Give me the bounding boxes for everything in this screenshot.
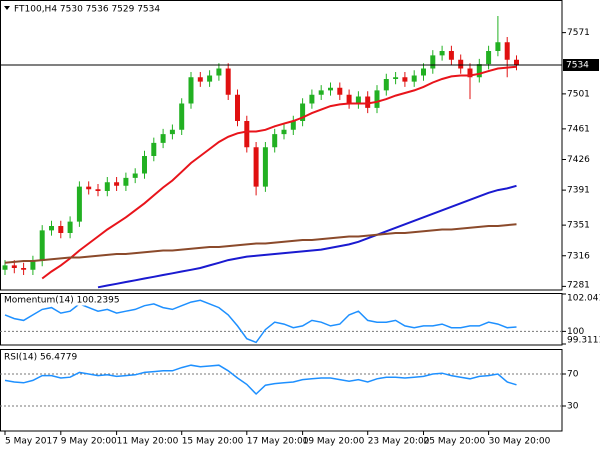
- candle-body: [2, 265, 8, 270]
- candle-body: [30, 261, 36, 270]
- candle-body: [328, 87, 333, 91]
- price-label: 7534: [566, 61, 589, 71]
- candle-body: [253, 147, 259, 187]
- candle-body: [244, 121, 250, 148]
- candle-body: [281, 129, 287, 135]
- candle-body: [67, 221, 73, 233]
- candle-body: [169, 129, 175, 135]
- candle-body: [346, 94, 352, 104]
- y-tick-label: 7316: [567, 251, 590, 261]
- candle-body: [383, 79, 389, 91]
- candle-body: [58, 226, 64, 233]
- x-tick-label: 15 May 20:00: [182, 437, 244, 447]
- candle-body: [486, 51, 492, 65]
- candle-body: [439, 51, 445, 56]
- candle-body: [160, 134, 166, 143]
- candle-body: [476, 64, 482, 78]
- candle-body: [411, 75, 417, 82]
- y-tick-label: 7351: [567, 221, 590, 231]
- indicator-line: [4, 299, 517, 344]
- indicator-line: [4, 364, 517, 396]
- candle-body: [207, 75, 213, 82]
- candle-body: [76, 186, 82, 222]
- y-tick-label: 70: [567, 370, 579, 380]
- candle-body: [11, 265, 17, 268]
- x-tick-label: 23 May 20:00: [368, 437, 430, 447]
- rsi-pane: [0, 349, 563, 432]
- y-tick-label: 30: [567, 402, 579, 412]
- candle-body: [448, 51, 454, 60]
- x-tick-label: 5 May 2017: [5, 437, 58, 447]
- candle-body: [197, 77, 203, 82]
- candle-body: [402, 77, 408, 82]
- candle-body: [458, 59, 464, 69]
- moving-average: [41, 65, 517, 280]
- pane-title: Momentum(14) 100.2395: [4, 296, 120, 306]
- candle-body: [374, 90, 380, 108]
- y-tick-label: 7391: [567, 186, 590, 196]
- moving-average: [4, 223, 517, 264]
- candle-body: [290, 121, 296, 130]
- candle-body: [142, 156, 147, 174]
- candle-body: [114, 182, 120, 186]
- candle-body: [151, 142, 157, 156]
- y-tick-label: 7571: [567, 28, 590, 38]
- candle-body: [262, 147, 268, 187]
- moving-average: [97, 184, 517, 289]
- candle-body: [86, 186, 92, 190]
- candle-body: [318, 90, 324, 95]
- candle-body: [216, 68, 222, 76]
- candle-body: [225, 68, 231, 95]
- candle-body: [132, 173, 138, 178]
- candle-body: [355, 96, 361, 104]
- y-tick-label: 7501: [567, 89, 590, 99]
- pane-title-bg: [3, 295, 121, 306]
- collapse-icon: [4, 6, 10, 10]
- candle-body: [95, 189, 101, 191]
- candle-body: [39, 230, 45, 261]
- pane-title-bg: [3, 352, 79, 363]
- candle-body: [309, 94, 315, 104]
- x-tick-label: 17 May 20:00: [247, 437, 309, 447]
- y-tick-label: 7461: [567, 124, 590, 134]
- y-tick-label: 99.3111: [567, 336, 600, 346]
- candle-body: [179, 103, 185, 130]
- y-tick-label: 102.0416: [567, 294, 600, 304]
- x-tick-label: 30 May 20:00: [489, 437, 551, 447]
- candle-body: [430, 55, 436, 69]
- x-tick-label: 19 May 20:00: [303, 437, 365, 447]
- candle-body: [467, 68, 473, 78]
- candle-body: [123, 177, 129, 186]
- candle-body: [495, 42, 501, 51]
- candle-body: [393, 77, 399, 79]
- price-label-box: [563, 59, 599, 71]
- candle-body: [421, 68, 426, 76]
- candle-body: [188, 77, 194, 104]
- candle-body: [337, 87, 343, 95]
- candle-body: [300, 103, 306, 121]
- candle-body: [272, 134, 278, 148]
- pane-title: FT100,H4 7530 7536 7529 7534: [14, 5, 160, 15]
- pane-title: RSI(14) 56.4779: [4, 353, 77, 363]
- y-tick-label: 7281: [567, 281, 590, 291]
- x-tick-label: 25 May 20:00: [424, 437, 486, 447]
- y-tick-label: 7426: [567, 155, 590, 165]
- candle-body: [235, 94, 240, 121]
- x-tick-label: 11 May 20:00: [117, 437, 179, 447]
- candle-body: [365, 96, 371, 108]
- candle-body: [21, 268, 27, 270]
- x-tick-label: 9 May 20:00: [61, 437, 117, 447]
- candle-body: [104, 182, 110, 191]
- candle-body: [504, 42, 510, 60]
- candle-body: [49, 226, 54, 231]
- candle-body: [514, 59, 519, 65]
- y-tick-label: 100: [567, 327, 584, 337]
